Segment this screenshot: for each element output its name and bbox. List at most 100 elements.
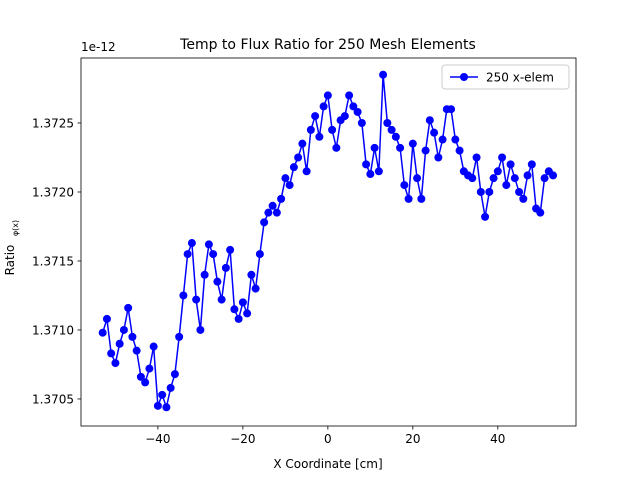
data-point (404, 194, 413, 203)
data-point (468, 174, 477, 183)
data-point (243, 309, 252, 318)
data-point (476, 187, 485, 196)
y-tick-label: 1.3715 (32, 254, 74, 268)
x-axis-label: X Coordinate [cm] (273, 457, 382, 471)
data-point (387, 125, 396, 134)
data-point (289, 163, 298, 172)
data-point (434, 153, 443, 162)
data-point (166, 383, 175, 392)
data-point (141, 378, 150, 387)
x-tick-label: −20 (230, 432, 255, 446)
data-point (510, 174, 519, 183)
data-point (234, 314, 243, 323)
data-point (226, 245, 235, 254)
data-point (128, 332, 137, 341)
data-point (281, 174, 290, 183)
data-point (251, 284, 260, 293)
data-point (158, 390, 167, 399)
y-tick-label: 1.3720 (32, 185, 74, 199)
data-point (260, 218, 269, 227)
data-point (357, 118, 366, 127)
data-point (268, 201, 277, 210)
data-point (413, 174, 422, 183)
y-axis-label-text: Ratio (3, 245, 17, 276)
data-point (353, 107, 362, 116)
data-point (319, 102, 328, 111)
data-point (315, 132, 324, 141)
data-point (170, 370, 179, 379)
data-point (124, 303, 133, 312)
data-point (485, 187, 494, 196)
data-point (536, 208, 545, 217)
data-point (527, 160, 536, 169)
data-point (107, 349, 116, 358)
y-tick-label: 1.3705 (32, 392, 74, 406)
data-point (136, 372, 145, 381)
data-point (175, 332, 184, 341)
y-tick-label: 1.3710 (32, 323, 74, 337)
data-point (192, 295, 201, 304)
data-point (162, 403, 171, 412)
y-axis-label: Ratio φ(x) (3, 220, 20, 276)
data-point (255, 250, 264, 259)
y-axis-label-denominator: φ(x) (11, 220, 20, 236)
data-point (179, 291, 188, 300)
data-point (302, 167, 311, 176)
data-point (383, 118, 392, 127)
data-point (362, 160, 371, 169)
data-point (391, 132, 400, 141)
chart-title: Temp to Flux Ratio for 250 Mesh Elements (179, 37, 476, 53)
y-offset-label: 1e-12 (81, 40, 116, 54)
data-point (489, 174, 498, 183)
data-point (430, 128, 439, 137)
data-point (221, 263, 230, 272)
data-point (519, 194, 528, 203)
data-point (247, 270, 256, 279)
data-point (98, 328, 107, 337)
data-point (264, 208, 273, 217)
data-point (451, 135, 460, 144)
x-tick-label: 0 (324, 432, 332, 446)
legend-box (441, 64, 570, 90)
x-tick-label: −40 (145, 432, 170, 446)
data-point (153, 401, 162, 410)
data-point (374, 167, 383, 176)
data-point (200, 270, 209, 279)
data-point (438, 135, 447, 144)
data-point (238, 298, 247, 307)
data-point (209, 250, 218, 259)
data-point (213, 277, 222, 286)
data-point (366, 170, 375, 179)
data-point (370, 143, 379, 152)
data-point (111, 359, 120, 368)
data-point (187, 239, 196, 248)
data-point (472, 153, 481, 162)
legend-label: 250 x-elem (486, 71, 554, 85)
data-point (455, 146, 464, 155)
legend-marker (460, 73, 468, 81)
data-point (183, 250, 192, 259)
data-point (328, 125, 337, 134)
x-tick-label: 40 (490, 432, 505, 446)
data-point (285, 181, 294, 190)
data-point (345, 91, 354, 100)
data-point (298, 139, 307, 148)
data-point (145, 364, 154, 373)
data-point (217, 295, 226, 304)
data-point (204, 240, 213, 249)
data-point (493, 167, 502, 176)
data-point (349, 102, 358, 111)
data-point (549, 171, 558, 180)
x-tick-label: 20 (405, 432, 420, 446)
data-point (523, 171, 532, 180)
plot-frame (80, 57, 577, 427)
data-point (277, 194, 286, 203)
data-point (119, 325, 128, 334)
data-point (417, 194, 426, 203)
data-point (102, 314, 111, 323)
data-point (447, 105, 456, 114)
data-point (272, 208, 281, 217)
data-point (323, 91, 332, 100)
data-point (332, 143, 341, 152)
